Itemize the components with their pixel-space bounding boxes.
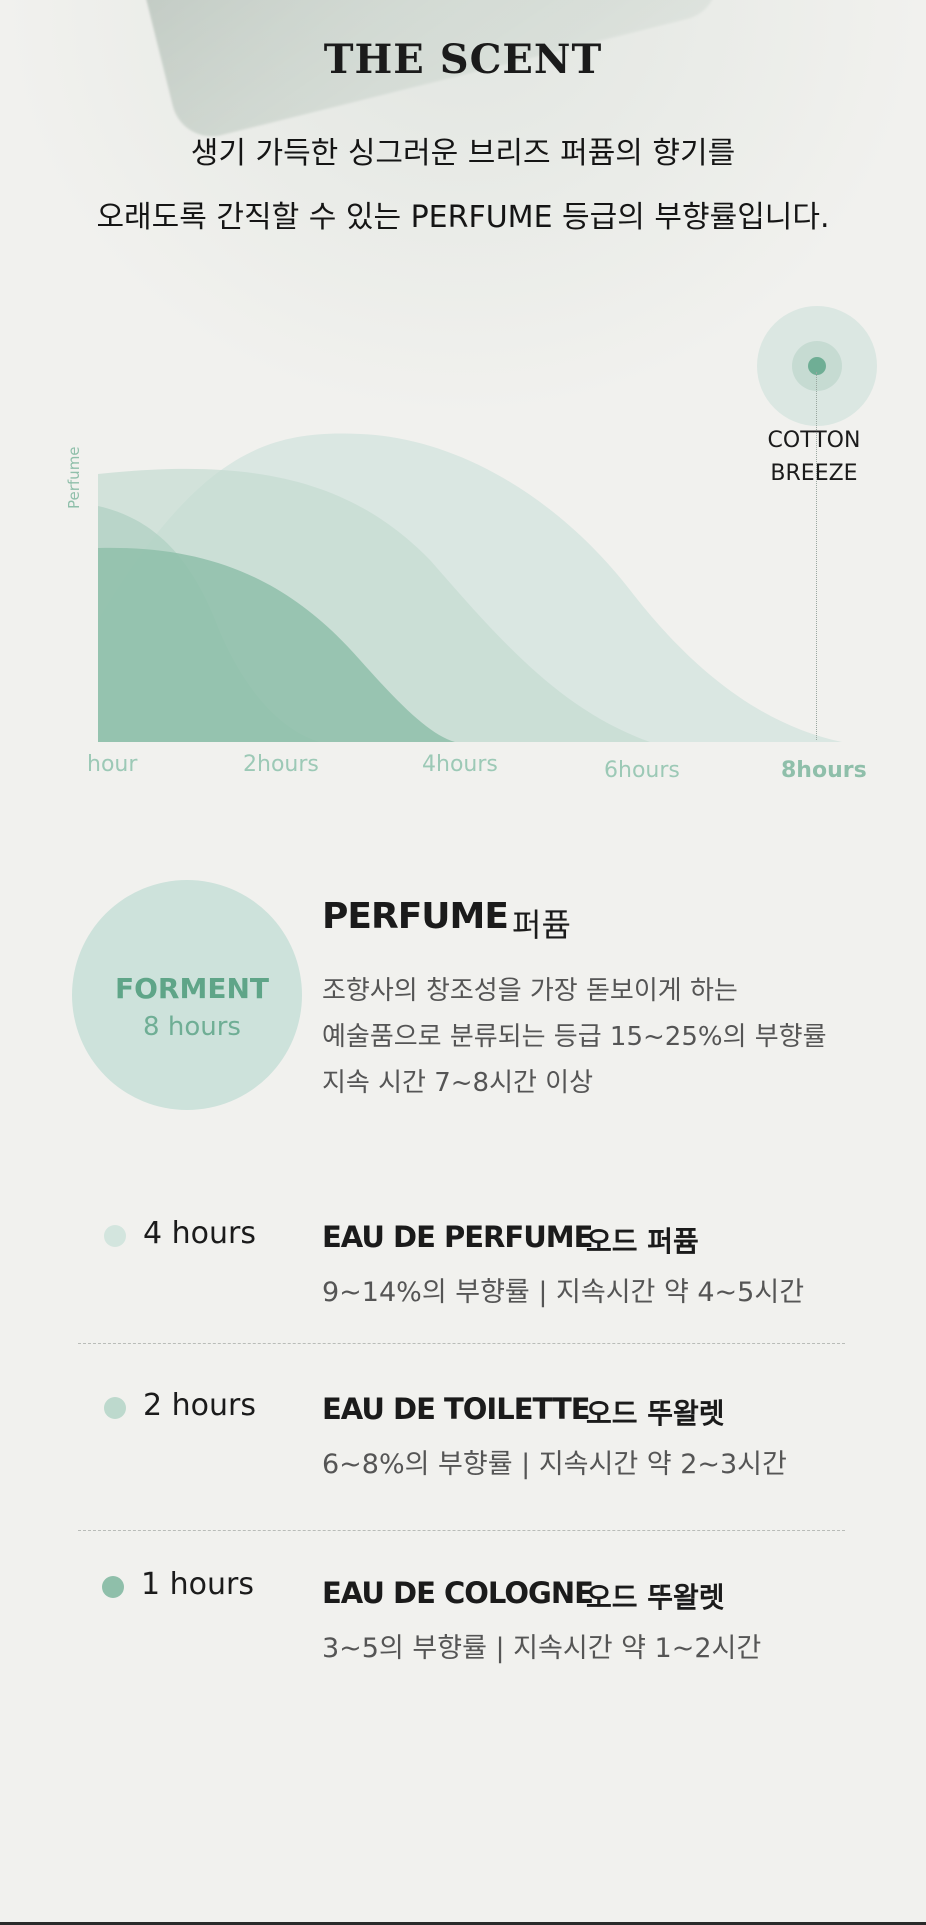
- marker-dot: [808, 357, 826, 375]
- perfume-title-en: PERFUME: [322, 896, 509, 937]
- eau-de-cologne-name-kr: 오드 뚜왈렛: [586, 1581, 725, 1614]
- eau-de-cologne-dot: [102, 1576, 124, 1598]
- forment-name: FORMENT: [114, 972, 269, 1005]
- perfume-desc-line-1: 조향사의 창조성을 가장 돋보이게 하는: [322, 976, 738, 1006]
- eau-de-perfume-desc: 9~14%의 부향률 | 지속시간 약 4~5시간: [322, 1277, 805, 1308]
- y-axis-label: Perfume: [65, 446, 83, 509]
- subtitle-line-2: 오래도록 간직할 수 있는 PERFUME 등급의 부향률입니다.: [96, 200, 830, 235]
- x-tick-4hours: 4hours: [422, 752, 498, 777]
- eau-de-toilette-name-en: EAU DE TOILETTE: [322, 1392, 591, 1426]
- eau-de-perfume-dot: [104, 1225, 126, 1247]
- x-tick-6hours: 6hours: [604, 758, 680, 783]
- x-tick-2hours: 2hours: [243, 752, 319, 777]
- eau-de-toilette-name-kr: 오드 뚜왈렛: [586, 1397, 725, 1430]
- forment-circle: [72, 880, 302, 1110]
- eau-de-perfume-hours: 4 hours: [143, 1216, 256, 1251]
- row-divider-1: [78, 1343, 845, 1344]
- eau-de-perfume-name-kr: 오드 퍼퓸: [586, 1225, 699, 1258]
- forment-hours: 8 hours: [143, 1012, 241, 1042]
- subtitle-line-1: 생기 가득한 싱그러운 브리즈 퍼퓸의 향기를: [190, 136, 736, 171]
- eau-de-toilette-dot: [104, 1397, 126, 1419]
- eau-de-cologne-hours: 1 hours: [141, 1567, 254, 1602]
- marker-guide-line: [816, 372, 817, 740]
- eau-de-toilette-desc: 6~8%의 부향률 | 지속시간 약 2~3시간: [322, 1449, 787, 1480]
- annotation-line-2: BREEZE: [770, 461, 858, 486]
- x-tick-8hours: 8hours: [781, 758, 867, 783]
- eau-de-perfume-name-en: EAU DE PERFUME: [322, 1220, 593, 1254]
- eau-de-cologne-name-en: EAU DE COLOGNE: [322, 1576, 594, 1610]
- area-eau-de-cologne: [98, 547, 455, 742]
- eau-de-toilette-hours: 2 hours: [143, 1388, 256, 1423]
- eau-de-cologne-desc: 3~5의 부향률 | 지속시간 약 1~2시간: [322, 1633, 762, 1664]
- perfume-title-kr: 퍼퓸: [512, 906, 571, 944]
- bottom-border: [0, 1922, 926, 1925]
- page-title: THE SCENT: [323, 36, 603, 83]
- perfume-desc-line-3: 지속 시간 7~8시간 이상: [322, 1068, 594, 1098]
- annotation-cotton-breeze: COTTON BREEZE: [740, 424, 888, 490]
- scent-duration-chart: [98, 433, 842, 742]
- row-divider-2: [78, 1530, 845, 1531]
- annotation-line-1: COTTON: [767, 428, 861, 453]
- x-tick-hour: hour: [87, 752, 138, 777]
- perfume-desc-line-2: 예술품으로 분류되는 등급 15~25%의 부향률: [322, 1022, 827, 1052]
